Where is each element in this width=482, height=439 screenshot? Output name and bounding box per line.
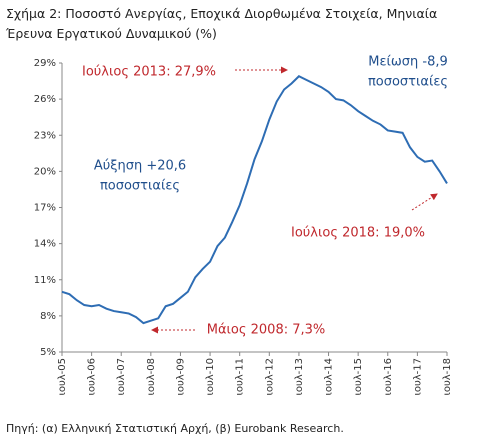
y-tick-label: 11% [34, 275, 56, 286]
data-line [61, 75, 448, 325]
x-tick-label: ιουλ-14 [324, 358, 335, 396]
x-tick-label: ιουλ-08 [146, 358, 157, 396]
x-tick-label: ιουλ-15 [353, 358, 364, 396]
chart-title: Σχήμα 2: Ποσοστό Ανεργίας, Εποχικά Διορθ… [6, 6, 438, 41]
annotation: ποσοστιαίες [100, 179, 180, 194]
source: Πηγή: (α) Ελληνική Στατιστική Αρχή, (β) … [6, 422, 344, 435]
chart: 5% 8% 11% 14% 17% 20% 23% 26% 29% ιουλ-05 ιουλ-06 ι… [34, 55, 453, 396]
x-tick-label: ιουλ-16 [383, 358, 394, 396]
y-tick-label: 23% [34, 130, 56, 141]
x-tick-label: ιουλ-05 [57, 358, 68, 396]
x-tick-label: ιουλ-18 [442, 358, 453, 396]
x-tick-label: ιουλ-11 [235, 358, 246, 396]
y-tick-label: 8% [40, 311, 56, 322]
arrow [411, 193, 438, 211]
annotation: Μάιος 2008: 7,3% [207, 323, 326, 338]
y-tick-label: 20% [34, 166, 56, 177]
x-tick-label: ιουλ-17 [412, 358, 423, 396]
x-tick-label: ιουλ-09 [175, 358, 186, 396]
y-tick-label: 17% [34, 203, 56, 214]
y-tick-label: 14% [34, 239, 56, 250]
y-tick-label: 5% [40, 347, 56, 358]
y-tick-label: 29% [34, 58, 56, 69]
annotation: Ιούλιος 2013: 27,9% [82, 65, 216, 80]
annotation: Ιούλιος 2018: 19,0% [291, 226, 425, 241]
x-tick-label: ιουλ-13 [294, 358, 305, 396]
annotation: Αύξηση +20,6 [94, 159, 186, 174]
x-tick-label: ιουλ-07 [116, 358, 127, 396]
y-tick-label: 26% [34, 94, 56, 105]
x-tick-label: ιουλ-10 [205, 358, 216, 396]
x-tick-label: ιουλ-06 [87, 358, 98, 396]
annotation: ποσοστιαίες [368, 75, 448, 90]
x-tick-label: ιουλ-12 [264, 358, 275, 396]
annotation: Μείωση -8,9 [368, 55, 448, 70]
